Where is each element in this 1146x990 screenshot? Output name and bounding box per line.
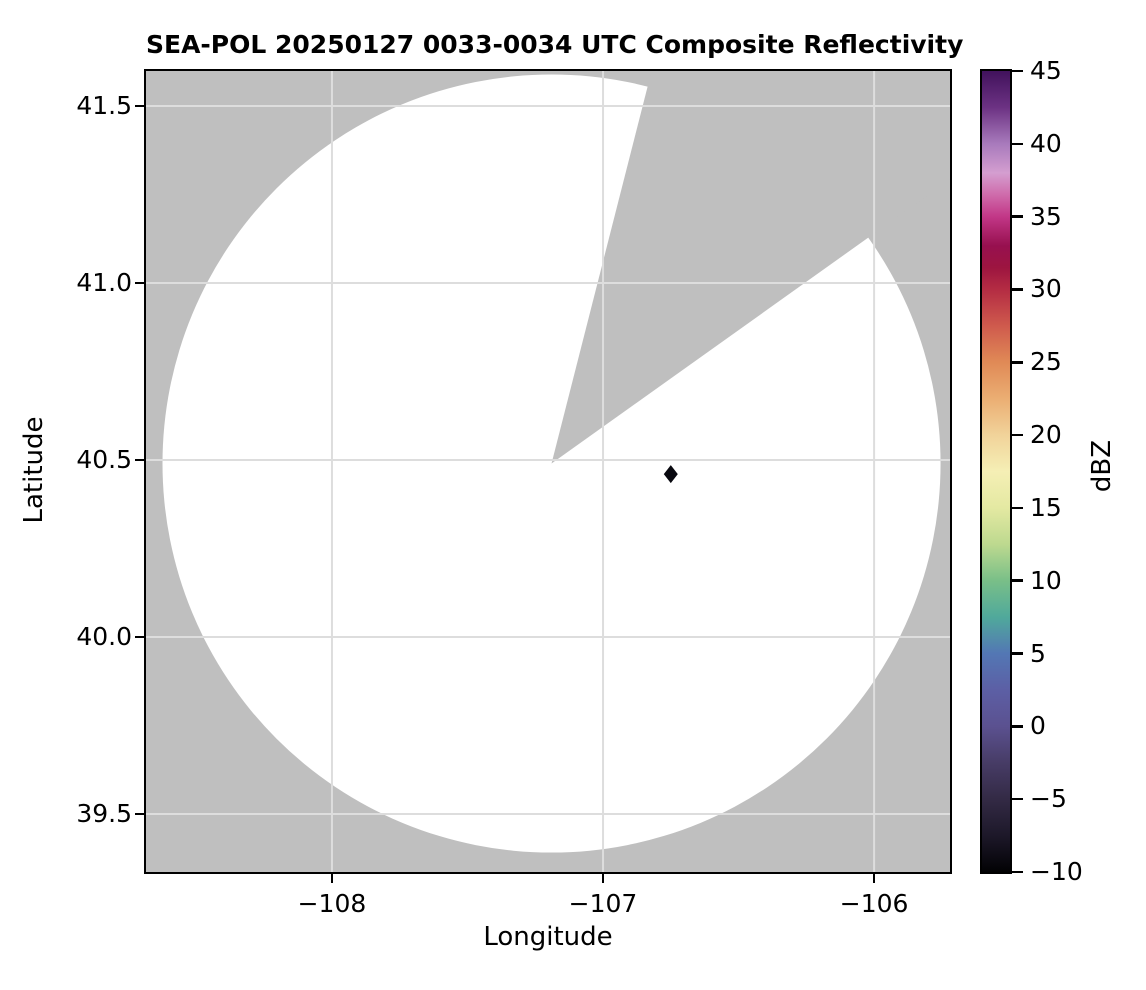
colorbar-tick-label: 35 <box>1030 201 1062 231</box>
colorbar-tick-label: 25 <box>1030 347 1062 377</box>
plot-area <box>144 69 952 874</box>
colorbar-tick-mark <box>1012 725 1023 728</box>
colorbar-tick-label: 20 <box>1030 420 1062 450</box>
colorbar-tick-mark <box>1012 142 1023 146</box>
x-tick-label: −108 <box>297 889 367 918</box>
colorbar-tick-label: 5 <box>1030 638 1046 668</box>
plot-title: SEA-POL 20250127 0033-0034 UTC Composite… <box>146 30 964 59</box>
colorbar-tick-label: −5 <box>1030 784 1067 814</box>
y-axis-label: Latitude <box>19 416 49 524</box>
y-tick-mark <box>135 281 144 285</box>
colorbar-tick-label: 10 <box>1030 565 1062 595</box>
colorbar-tick-mark <box>1012 579 1023 582</box>
y-tick-mark <box>135 812 144 816</box>
colorbar-gradient <box>982 71 1010 872</box>
colorbar-tick-mark <box>1012 870 1023 874</box>
colorbar-tick-label: 15 <box>1030 492 1062 522</box>
x-tick-mark <box>330 874 334 883</box>
colorbar-tick-mark <box>1012 506 1023 510</box>
colorbar-tick-mark <box>1012 797 1023 801</box>
y-tick-mark <box>135 635 144 639</box>
colorbar-tick-label: 0 <box>1030 711 1046 741</box>
colorbar-tick-label: 30 <box>1030 274 1062 304</box>
y-tick-label: 41.0 <box>76 268 132 298</box>
colorbar-tick-mark <box>1012 69 1023 73</box>
colorbar-tick-label: −10 <box>1030 857 1083 886</box>
colorbar-tick-mark <box>1012 215 1023 218</box>
y-tick-label: 39.5 <box>76 798 132 828</box>
colorbar-tick-mark <box>1012 433 1023 437</box>
y-tick-mark <box>135 458 144 462</box>
colorbar-tick-label: 40 <box>1030 128 1062 158</box>
colorbar-tick-mark <box>1012 288 1023 291</box>
x-axis-label: Longitude <box>483 922 613 952</box>
radar-plot-canvas <box>146 71 950 872</box>
colorbar <box>980 69 1012 874</box>
y-tick-label: 40.5 <box>76 444 132 474</box>
echo-point <box>663 465 678 484</box>
x-tick-label: −107 <box>568 889 638 918</box>
colorbar-tick-label: 45 <box>1030 56 1062 85</box>
colorbar-tick-mark <box>1012 361 1023 364</box>
blocked-sector <box>551 71 950 464</box>
colorbar-tick-mark <box>1012 652 1023 655</box>
y-tick-mark <box>135 104 144 108</box>
x-tick-mark <box>601 874 605 883</box>
y-tick-label: 40.0 <box>76 621 132 651</box>
x-tick-mark <box>872 874 876 883</box>
x-tick-label: −106 <box>839 889 909 918</box>
y-tick-label: 41.5 <box>76 91 132 121</box>
colorbar-label: dBZ <box>1087 439 1117 493</box>
